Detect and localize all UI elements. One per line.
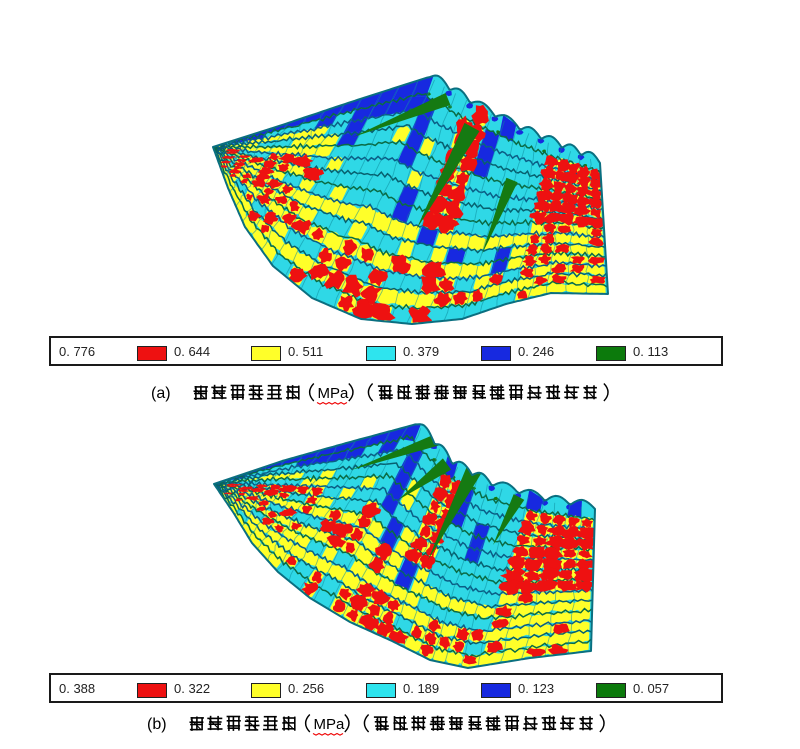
svg-text:MPa: MPa [314,716,346,733]
svg-text:MPa: MPa [318,385,350,402]
svg-text:(b): (b) [147,716,167,733]
svg-text:(a): (a) [151,385,171,402]
